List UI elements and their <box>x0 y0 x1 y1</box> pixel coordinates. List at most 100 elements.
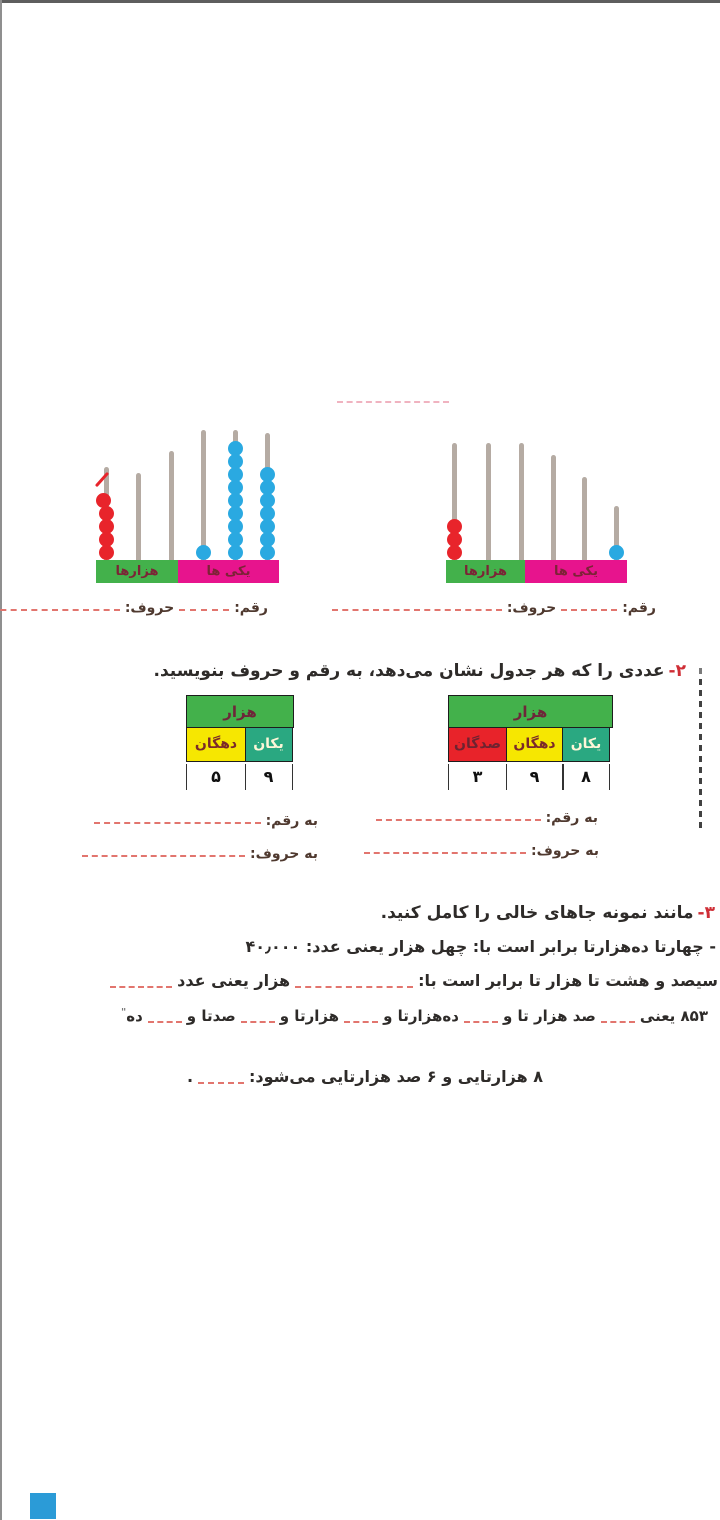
tick-mark <box>699 789 702 795</box>
blue-bead <box>260 467 275 482</box>
tick-mark <box>699 712 702 718</box>
tick-mark <box>699 800 702 806</box>
to-letters-label: به حروف: <box>250 846 318 862</box>
red-bead <box>447 532 462 547</box>
place-value-table-left: هزار دهگان یکان ۵ ۹ <box>186 695 294 790</box>
table-value: ۵ <box>186 763 246 790</box>
question-3-number: ۳- <box>697 903 715 923</box>
tick-mark <box>699 701 702 707</box>
red-bead <box>99 545 114 560</box>
tick-mark <box>699 690 702 696</box>
to-digit-line-left: به رقم: <box>89 813 318 829</box>
letters-blank[interactable] <box>0 609 120 611</box>
column-hundreds: صدگان <box>448 726 507 762</box>
tick-mark <box>699 668 702 674</box>
abacus-rod <box>201 430 206 560</box>
column-ones: یکان <box>562 726 610 762</box>
to-digit-label: به رقم: <box>545 810 598 826</box>
tick-mark <box>699 767 702 773</box>
bead-stack <box>609 545 624 560</box>
table-header-thousand: هزار <box>186 695 294 728</box>
fill-blank[interactable] <box>344 1021 379 1023</box>
tick-mark <box>699 778 702 784</box>
letters-label: حروف: <box>124 600 175 616</box>
blue-bead <box>228 519 243 534</box>
to-digit-line-right: به رقم: <box>371 810 598 826</box>
fill-blank-line: سیصد و هشت تا هزار تا برابر است با: هزار … <box>105 971 718 990</box>
bead-stack <box>260 467 275 560</box>
red-bead <box>96 493 111 508</box>
fill-line-text: - چهارتا ده‌هزارتا برابر است با: چهل هزا… <box>245 937 716 956</box>
blue-bead <box>228 545 243 560</box>
fill-line-text: صد هزار تا و <box>502 1007 596 1025</box>
table-value: ۸ <box>562 763 610 790</box>
abacus-answer-line-right: رقم: حروف: <box>327 600 656 616</box>
abacus-rod <box>582 477 587 560</box>
red-bead <box>99 506 114 521</box>
to-letters-line-left: به حروف: <box>77 846 318 862</box>
question-2-number: ۲- <box>668 661 686 681</box>
tick-mark <box>699 756 702 762</box>
answer-blank[interactable] <box>364 852 527 854</box>
digit-blank[interactable] <box>179 609 230 611</box>
ones-label: یکی ها <box>553 564 598 579</box>
to-digit-label: به رقم: <box>265 813 318 829</box>
page-border-left <box>0 0 2 1520</box>
answer-blank[interactable] <box>375 819 541 821</box>
answer-blank[interactable] <box>93 822 261 824</box>
question-2-text: عددی را که هر جدول نشان می‌دهد، به رقم و… <box>153 661 665 681</box>
red-bead <box>447 519 462 534</box>
fill-blank-line: - چهارتا ده‌هزارتا برابر است با: چهل هزا… <box>245 937 716 956</box>
abacus-rod <box>614 506 619 560</box>
letters-blank[interactable] <box>331 609 502 611</box>
blue-bead <box>228 441 243 456</box>
fill-line-text: ده <box>126 1007 143 1025</box>
bead-stack <box>96 493 114 560</box>
question-3-text: مانند نمونه جاهای خالی را کامل کنید. <box>380 903 694 923</box>
bead-stack <box>447 519 462 560</box>
blue-bead <box>260 519 275 534</box>
fill-blank-line: ۸۵۳ یعنی صد هزار تا و ده‌هزارتا و هزارتا و ص… <box>121 1007 708 1025</box>
page-border-top <box>0 0 720 3</box>
fill-line-text: . <box>186 1067 194 1086</box>
blue-bead <box>260 532 275 547</box>
bottom-blue-square <box>30 1493 56 1519</box>
table-header-thousand: هزار <box>448 695 613 728</box>
ones-bar-left: یکی ها <box>178 560 279 583</box>
column-tens: دهگان <box>505 726 564 762</box>
table-value: ۹ <box>505 763 564 790</box>
fill-blank[interactable] <box>110 986 173 988</box>
fill-blank-line: ۸ هزارتایی و ۶ صد هزارتایی می‌شود:. <box>187 1067 543 1086</box>
blue-bead <box>260 506 275 521</box>
ones-bar-right: یکی ها <box>525 560 627 583</box>
to-letters-line-right: به حروف: <box>359 843 599 859</box>
blue-bead <box>609 545 624 560</box>
stray-mark: " <box>121 1007 127 1018</box>
fill-line-text: ۸۵۳ یعنی <box>639 1007 708 1025</box>
blue-bead <box>260 480 275 495</box>
fill-blank[interactable] <box>198 1082 245 1084</box>
abacus-rod <box>519 443 524 560</box>
fill-blank[interactable] <box>295 986 414 988</box>
fill-line-text: صدتا و <box>186 1007 236 1025</box>
column-ones: یکان <box>244 726 293 762</box>
blue-bead <box>260 545 275 560</box>
abacus-rod <box>136 473 141 560</box>
fill-line-text: هزار یعنی عدد <box>177 971 291 990</box>
fill-blank[interactable] <box>147 1021 182 1023</box>
fill-blank[interactable] <box>463 1021 498 1023</box>
abacus-answer-line-left: رقم: حروف: <box>0 600 268 616</box>
fill-blank[interactable] <box>600 1021 635 1023</box>
thousands-bar-left: هزارها <box>96 560 178 583</box>
digit-label: رقم: <box>234 600 268 616</box>
digit-label: رقم: <box>622 600 656 616</box>
fill-blank[interactable] <box>240 1021 275 1023</box>
fill-line-text: سیصد و هشت تا هزار تا برابر است با: <box>418 971 718 990</box>
answer-blank[interactable] <box>82 855 246 857</box>
column-tens: دهگان <box>186 726 246 762</box>
to-letters-label: به حروف: <box>531 843 599 859</box>
digit-blank[interactable] <box>561 609 618 611</box>
blue-bead <box>228 506 243 521</box>
table-value: ۹ <box>244 763 293 790</box>
